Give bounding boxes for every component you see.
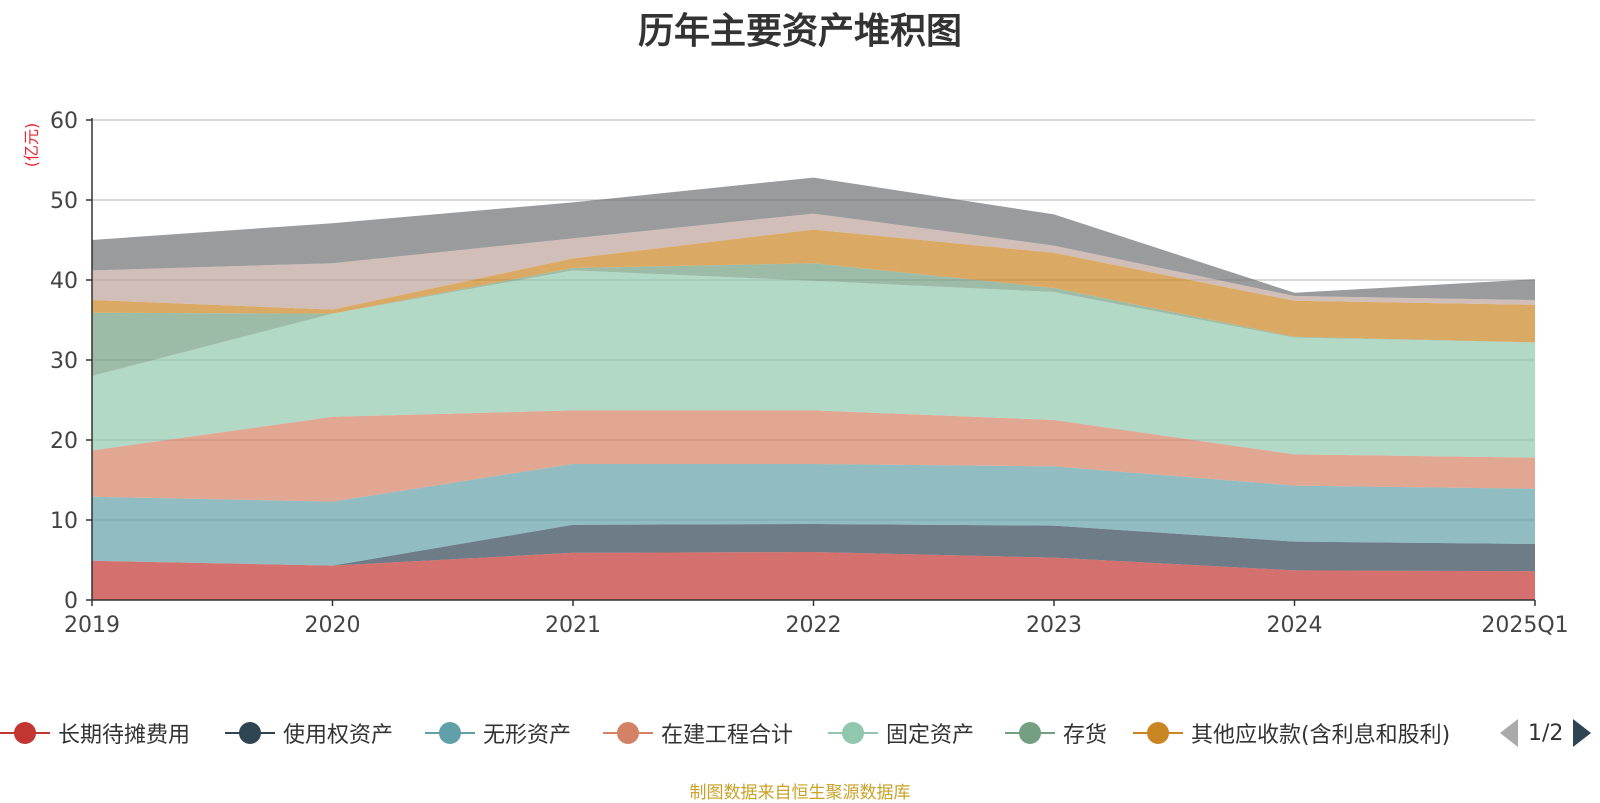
x-tick-label: 2023: [1026, 613, 1082, 638]
x-tick-label: 2024: [1267, 613, 1323, 638]
y-tick-label: 60: [50, 109, 78, 134]
x-tick-label: 2025Q1: [1481, 613, 1568, 638]
area-series[interactable]: [92, 177, 1535, 300]
legend-label: 无形资产: [483, 723, 572, 748]
legend-item[interactable]: 固定资产: [828, 718, 974, 748]
y-tick-label: 10: [50, 509, 78, 534]
legend-item[interactable]: 使用权资产: [225, 718, 393, 748]
legend-symbol-icon: [828, 718, 878, 748]
area-series[interactable]: [92, 263, 1535, 376]
legend-symbol-icon: [1133, 718, 1183, 748]
legend-symbol-icon: [0, 718, 50, 748]
legend-pager: 1/2: [1500, 718, 1592, 748]
legend-symbol-icon: [425, 718, 475, 748]
stacked-area-chart: 0 10 20 30 40 50 60 2019 2020 2021 2022 2023 2024 202…: [50, 109, 1569, 638]
legend-page-indicator: 1/2: [1528, 720, 1564, 746]
y-tick-label: 0: [64, 589, 78, 614]
y-tick-label: 30: [50, 349, 78, 374]
legend-next-page-icon[interactable]: [1573, 719, 1592, 747]
legend-label: 使用权资产: [283, 723, 394, 748]
source-note: 制图数据来自恒生聚源数据库: [689, 783, 911, 803]
legend-symbol-icon: [225, 718, 275, 748]
legend-symbol-icon: [1005, 718, 1055, 748]
area-series[interactable]: [92, 270, 1535, 458]
legend-label: 其他应收款(含利息和股利): [1191, 723, 1451, 748]
legend-symbol-icon: [603, 718, 653, 748]
area-series[interactable]: [92, 229, 1535, 343]
legend: 长期待摊费用 使用权资产 无形资产 在建工程合计 固定资产 存货 其他应收款(含利息和股利): [0, 718, 1600, 748]
legend-item[interactable]: 存货: [1005, 718, 1107, 748]
legend-item[interactable]: 长期待摊费用: [0, 718, 190, 748]
x-tick-label: 2020: [305, 613, 361, 638]
x-tick-label: 2021: [545, 613, 601, 638]
area-series[interactable]: [92, 464, 1535, 566]
legend-prev-page-icon[interactable]: [1500, 719, 1518, 747]
x-tick-label: 2019: [64, 613, 120, 638]
y-tick-label: 50: [50, 189, 78, 214]
y-tick-label: 40: [50, 269, 78, 294]
legend-item[interactable]: 无形资产: [425, 718, 571, 748]
area-series[interactable]: [92, 410, 1535, 502]
y-tick-label: 20: [50, 429, 78, 454]
legend-item[interactable]: 在建工程合计: [603, 718, 793, 748]
legend-item[interactable]: 其他应收款(含利息和股利): [1133, 718, 1450, 748]
legend-label: 长期待摊费用: [58, 723, 191, 748]
area-series[interactable]: [92, 213, 1535, 310]
area-series[interactable]: [92, 524, 1535, 572]
chart-title: 历年主要资产堆积图: [637, 11, 962, 52]
legend-label: 存货: [1063, 723, 1108, 748]
legend-label: 在建工程合计: [661, 723, 794, 748]
legend-label: 固定资产: [886, 723, 975, 748]
x-tick-label: 2022: [786, 613, 842, 638]
